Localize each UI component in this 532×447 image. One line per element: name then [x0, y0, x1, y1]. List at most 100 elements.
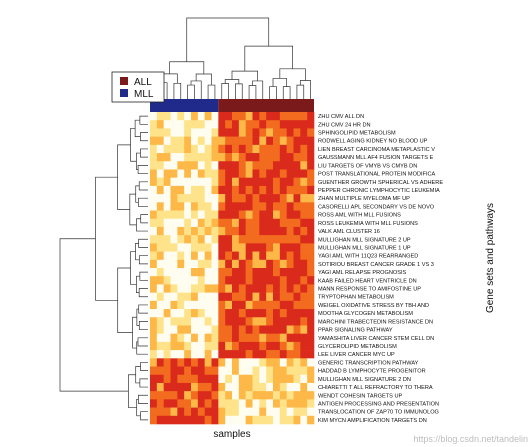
- heatmap-cell: [252, 185, 260, 195]
- heatmap-cell: [232, 358, 240, 367]
- heatmap-cell: [177, 407, 185, 417]
- heatmap-cell: [293, 309, 301, 318]
- row-label: SPHINGOLIPID METABOLISM: [318, 131, 396, 137]
- heatmap-cell: [300, 210, 308, 220]
- heatmap-cell: [266, 374, 274, 384]
- heatmap-cell: [293, 292, 301, 302]
- heatmap-cell: [177, 112, 185, 121]
- heatmap-cell: [156, 153, 164, 162]
- heatmap-cell: [170, 407, 178, 417]
- heatmap-cell: [191, 317, 199, 326]
- heatmap-cell: [279, 268, 287, 277]
- heatmap-cell: [252, 251, 260, 261]
- heatmap-cell: [197, 243, 205, 252]
- heatmap-cell: [225, 251, 233, 261]
- heatmap-cell: [307, 358, 315, 367]
- heatmap-cell: [259, 136, 267, 146]
- heatmap-cell: [211, 259, 219, 269]
- heatmap-cell: [225, 366, 233, 376]
- heatmap-cell: [184, 391, 192, 400]
- heatmap-cell: [197, 399, 205, 408]
- heatmap-cell: [293, 185, 301, 195]
- heatmap-cell: [238, 358, 246, 367]
- heatmap-cell: [163, 350, 171, 359]
- heatmap-cell: [232, 169, 240, 178]
- heatmap-cell: [279, 194, 287, 203]
- heatmap-cell: [259, 243, 267, 252]
- heatmap-cell: [300, 161, 308, 170]
- heatmap-cell: [259, 259, 267, 269]
- heatmap-cell: [204, 284, 212, 293]
- heatmap-cell: [211, 268, 219, 277]
- heatmap-cell: [300, 128, 308, 137]
- heatmap-cell: [279, 259, 287, 269]
- heatmap-cell: [245, 161, 253, 170]
- heatmap-cell: [252, 300, 260, 310]
- heatmap-cell: [218, 325, 226, 334]
- heatmap-cell: [232, 300, 240, 310]
- heatmap-cell: [293, 276, 301, 285]
- heatmap-cell: [279, 235, 287, 244]
- heatmap-cell: [211, 202, 219, 211]
- dendrogram-branch: [138, 394, 148, 404]
- heatmap-cell: [232, 251, 240, 261]
- heatmap-cell: [225, 144, 233, 154]
- heatmap-cell: [279, 325, 287, 334]
- heatmap-cell: [184, 317, 192, 326]
- heatmap-cell: [163, 226, 171, 236]
- heatmap-cell: [245, 218, 253, 228]
- heatmap-cell: [293, 235, 301, 244]
- heatmap-cell: [150, 218, 158, 228]
- heatmap-cell: [300, 317, 308, 326]
- dendrogram-branch: [136, 341, 148, 355]
- heatmap-cell: [170, 161, 178, 170]
- heatmap-cell: [300, 309, 308, 318]
- heatmap-cell: [286, 218, 294, 228]
- watermark-text: https://blog.csdn.net/tandelin: [413, 434, 528, 444]
- heatmap-cell: [238, 161, 246, 170]
- group-bar-mll: [150, 99, 219, 112]
- heatmap-cell: [238, 218, 246, 228]
- heatmap-cell: [163, 309, 171, 318]
- heatmap-cell: [211, 292, 219, 302]
- heatmap-cell: [293, 391, 301, 400]
- heatmap-cell: [252, 259, 260, 269]
- heatmap-cell: [150, 136, 158, 146]
- heatmap-cell: [279, 210, 287, 220]
- heatmap-cell: [163, 268, 171, 277]
- heatmap-cell: [204, 333, 212, 343]
- heatmap-cell: [245, 177, 253, 187]
- heatmap-cell: [191, 391, 199, 400]
- heatmap-cell: [211, 185, 219, 195]
- heatmap-cell: [211, 169, 219, 178]
- heatmap-cell: [232, 366, 240, 376]
- heatmap-cell: [184, 210, 192, 220]
- heatmap-cell: [238, 120, 246, 129]
- heatmap-cell: [238, 185, 246, 195]
- heatmap-cell: [204, 350, 212, 359]
- heatmap-cell: [286, 341, 294, 351]
- heatmap-cell: [238, 153, 246, 162]
- heatmap-cell: [211, 153, 219, 162]
- row-label: LIEN BREAST CARCINOMA METAPLASTIC V: [318, 147, 435, 153]
- heatmap-cell: [238, 284, 246, 293]
- heatmap-cell: [197, 276, 205, 285]
- heatmap-cell: [307, 169, 315, 178]
- heatmap-cell: [191, 194, 199, 203]
- row-labels: ZHU CMV ALL DN ZHU CMV 24 HR DN SPHINGOLIP…: [318, 114, 443, 424]
- heatmap-cell: [177, 382, 185, 392]
- heatmap-cell: [177, 144, 185, 154]
- heatmap-cell: [286, 374, 294, 384]
- heatmap-cell: [191, 300, 199, 310]
- heatmap-cell: [218, 169, 226, 178]
- heatmap-cell: [204, 112, 212, 121]
- heatmap-cell: [211, 358, 219, 367]
- heatmap-cell: [197, 120, 205, 129]
- heatmap-cell: [238, 292, 246, 302]
- heatmap-cell: [286, 382, 294, 392]
- heatmap-cell: [150, 251, 158, 261]
- heatmap-cell: [252, 415, 260, 425]
- heatmap-cell: [293, 202, 301, 211]
- heatmap-cell: [307, 202, 315, 211]
- dendrogram-branch: [59, 238, 129, 392]
